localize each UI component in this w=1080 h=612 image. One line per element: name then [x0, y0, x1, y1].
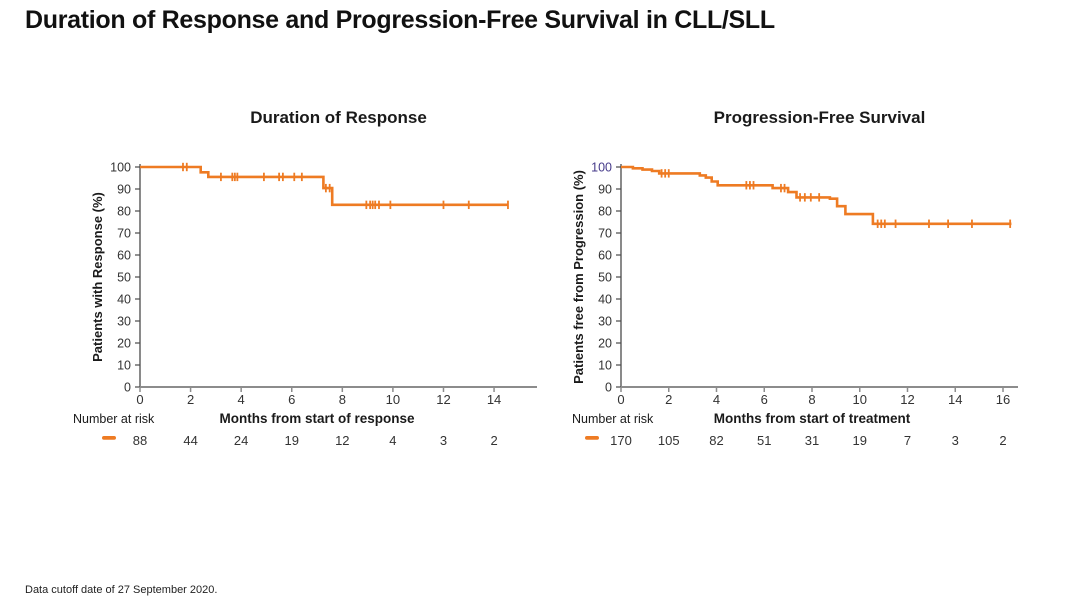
y-tick-label: 30: [598, 315, 612, 329]
y-tick-label: 10: [598, 359, 612, 373]
y-tick-label: 20: [598, 337, 612, 351]
km-plot-dor: Duration of Response01020304050607080901…: [73, 108, 537, 448]
x-tick-label: 12: [900, 392, 914, 407]
x-tick-label: 8: [808, 392, 815, 407]
y-tick-label: 70: [117, 227, 131, 241]
y-tick-label: 80: [117, 205, 131, 219]
x-tick-label: 4: [238, 392, 245, 407]
km-curve: [621, 165, 1012, 226]
risk-count: 88: [133, 433, 147, 448]
risk-count: 19: [285, 433, 299, 448]
pfs-chart: Progression-Free Survival 0 10 20 30 40 50 60 70…: [540, 95, 1080, 467]
risk-row-marker: [585, 436, 599, 440]
y-tick-label: 60: [117, 249, 131, 263]
x-tick-label: 4: [713, 392, 720, 407]
risk-count: 3: [440, 433, 447, 448]
risk-count: 7: [904, 433, 911, 448]
data-cutoff-footnote: Data cutoff date of 27 September 2020.: [25, 584, 218, 596]
dor-chart: Duration of Response 0 10 20 30 40 50 60 70 80 90 1…: [0, 95, 540, 467]
y-tick-label: 30: [117, 315, 131, 329]
page-title: Duration of Response and Progression-Fre…: [25, 6, 775, 34]
x-tick-label: 6: [761, 392, 768, 407]
x-axis-label: Months from start of treatment: [714, 411, 911, 426]
y-tick-label: 20: [117, 337, 131, 351]
x-tick-label: 10: [853, 392, 867, 407]
risk-count: 105: [658, 433, 680, 448]
x-axis-label: Months from start of response: [220, 411, 416, 426]
x-tick-label: 14: [948, 392, 962, 407]
km-plot-pfs: Progression-Free Survival010203040506070…: [571, 108, 1018, 448]
risk-count: 31: [805, 433, 819, 448]
x-tick-label: 8: [339, 392, 346, 407]
x-tick-label: 0: [136, 392, 143, 407]
risk-count: 82: [709, 433, 723, 448]
y-tick-label: 10: [117, 359, 131, 373]
x-tick-label: 6: [288, 392, 295, 407]
y-tick-label: 0: [124, 381, 131, 395]
risk-count: 3: [952, 433, 959, 448]
y-tick-label: 50: [598, 271, 612, 285]
y-tick-label: 50: [117, 271, 131, 285]
y-tick-label: 40: [117, 293, 131, 307]
y-tick-label: 0: [605, 381, 612, 395]
number-at-risk-label: Number at risk: [73, 412, 155, 426]
km-curve: [140, 165, 508, 207]
y-axis-label: Patients with Response (%): [90, 192, 105, 362]
risk-count: 19: [853, 433, 867, 448]
y-tick-label: 40: [598, 293, 612, 307]
y-tick-label: 70: [598, 227, 612, 241]
chart-title: Progression-Free Survival: [714, 108, 926, 127]
risk-count: 170: [610, 433, 632, 448]
risk-count: 2: [490, 433, 497, 448]
number-at-risk-label: Number at risk: [572, 412, 654, 426]
x-tick-label: 2: [187, 392, 194, 407]
x-tick-label: 0: [617, 392, 624, 407]
x-tick-label: 10: [386, 392, 400, 407]
y-tick-label: 60: [598, 249, 612, 263]
y-tick-label: 90: [598, 183, 612, 197]
y-tick-label: 100: [591, 161, 612, 175]
chart-title: Duration of Response: [250, 108, 427, 127]
charts-container: Duration of Response 0 10 20 30 40 50 60 70 80 90 1…: [0, 95, 1080, 475]
risk-count: 44: [183, 433, 197, 448]
x-tick-label: 12: [436, 392, 450, 407]
risk-count: 51: [757, 433, 771, 448]
x-tick-label: 2: [665, 392, 672, 407]
y-tick-label: 100: [110, 161, 131, 175]
risk-row-marker: [102, 436, 116, 440]
risk-count: 24: [234, 433, 248, 448]
y-axis-label: Patients free from Progression (%): [571, 170, 586, 384]
x-tick-label: 14: [487, 392, 501, 407]
risk-count: 2: [999, 433, 1006, 448]
y-tick-label: 90: [117, 183, 131, 197]
y-tick-label: 80: [598, 205, 612, 219]
risk-count: 12: [335, 433, 349, 448]
x-tick-label: 16: [996, 392, 1010, 407]
risk-count: 4: [389, 433, 396, 448]
